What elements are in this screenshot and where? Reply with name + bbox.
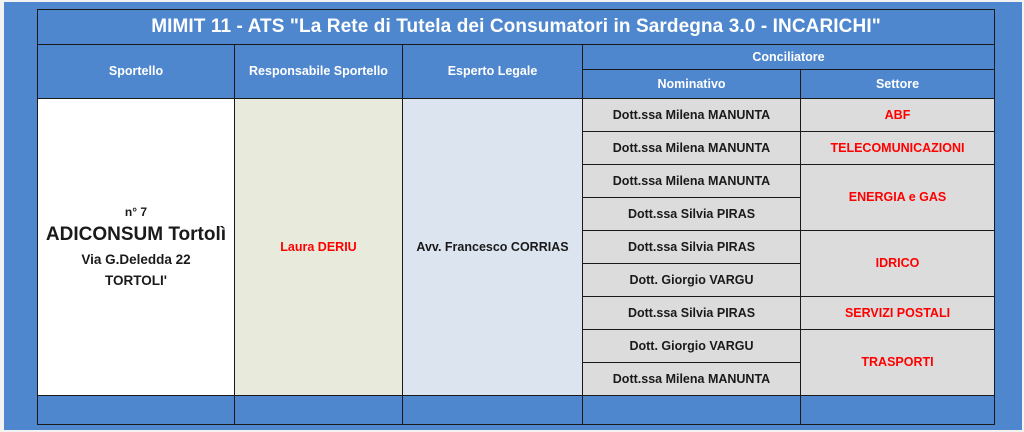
title-row: MIMIT 11 - ATS "La Rete di Tutela dei Co… — [37, 9, 995, 45]
cell-settore: SERVIZI POSTALI — [800, 296, 995, 330]
cell-settore: TELECOMUNICAZIONI — [800, 131, 995, 165]
table-row: n° 7 ADICONSUM Tortolì Via G.Deledda 22 … — [37, 98, 995, 396]
sportello-stack: n° 7 ADICONSUM Tortolì Via G.Deledda 22 … — [38, 205, 234, 288]
incarichi-table: MIMIT 11 - ATS "La Rete di Tutela dei Co… — [37, 9, 995, 425]
sportello-city: TORTOLI' — [105, 272, 167, 288]
column-header-settore: Settore — [800, 69, 995, 99]
cell-nominativo: Dott. Giorgio VARGU — [582, 263, 801, 297]
cell-nominativo: Dott.ssa Milena MANUNTA — [582, 131, 801, 165]
cell-nominativo: Dott.ssa Silvia PIRAS — [582, 230, 801, 264]
empty-cell — [402, 395, 583, 425]
table-row: Dott.ssa Silvia PIRAS IDRICO — [38, 230, 995, 297]
page-title: MIMIT 11 - ATS "La Rete di Tutela dei Co… — [37, 9, 995, 45]
cell-nominativo: Dott.ssa Silvia PIRAS — [582, 296, 801, 330]
cell-settore: TRASPORTI — [800, 329, 995, 396]
cell-settore: ENERGIA e GAS — [800, 164, 995, 231]
table-row: Dott.ssa Silvia PIRAS SERVIZI POSTALI — [38, 296, 995, 330]
table-row: Dott.ssa Silvia PIRAS — [38, 197, 995, 231]
table-row: Dott.ssa Milena MANUNTA — [38, 362, 995, 396]
empty-cell — [234, 395, 403, 425]
table-row: Dott. Giorgio VARGU TRASPORTI — [38, 329, 995, 396]
column-header-conciliatore: Conciliatore — [582, 44, 995, 70]
cell-settore: ABF — [800, 98, 995, 132]
column-header-responsabile-sportello: Responsabile Sportello — [234, 44, 403, 99]
cell-nominativo: Dott.ssa Silvia PIRAS — [582, 197, 801, 231]
empty-cell — [582, 395, 801, 425]
cell-sportello: n° 7 ADICONSUM Tortolì Via G.Deledda 22 … — [37, 98, 235, 396]
cell-nominativo: Dott. Giorgio VARGU — [582, 329, 801, 363]
empty-row — [37, 395, 995, 425]
column-header-sportello: Sportello — [37, 44, 235, 99]
table-row: Dott. Giorgio VARGU — [38, 263, 995, 297]
header-row-sub: Nominativo Settore — [38, 69, 995, 99]
sportello-number: n° 7 — [124, 205, 148, 220]
empty-cell — [37, 395, 235, 425]
cell-settore: IDRICO — [800, 230, 995, 297]
table-row: Dott.ssa Milena MANUNTA ENERGIA e GAS — [38, 164, 995, 231]
cell-nominativo: Dott.ssa Milena MANUNTA — [582, 164, 801, 198]
cell-esperto-legale: Avv. Francesco CORRIAS — [402, 98, 583, 396]
column-header-nominativo: Nominativo — [582, 69, 801, 99]
column-header-esperto-legale: Esperto Legale — [402, 44, 583, 99]
sportello-name: ADICONSUM Tortolì — [45, 224, 227, 246]
cell-responsabile-sportello: Laura DERIU — [234, 98, 403, 396]
sportello-address: Via G.Deledda 22 — [81, 251, 191, 267]
cell-nominativo: Dott.ssa Milena MANUNTA — [582, 362, 801, 396]
empty-cell — [800, 395, 995, 425]
header-row-top: Sportello Responsabile Sportello Esperto… — [37, 44, 995, 99]
cell-nominativo: Dott.ssa Milena MANUNTA — [582, 98, 801, 132]
